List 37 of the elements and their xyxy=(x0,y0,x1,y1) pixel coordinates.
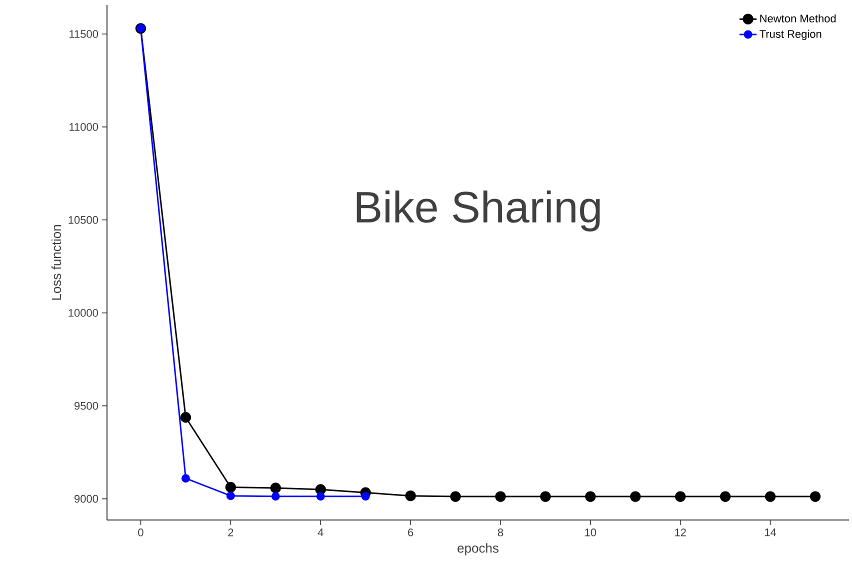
point xyxy=(720,491,731,502)
x-tick-label: 8 xyxy=(498,528,504,536)
point xyxy=(316,492,325,501)
point xyxy=(271,492,280,501)
point xyxy=(585,491,596,502)
point xyxy=(450,491,461,502)
point xyxy=(270,482,281,494)
x-axis-title: epochs xyxy=(458,543,498,556)
annotation: Bike Sharing xyxy=(356,190,600,232)
point xyxy=(810,491,821,502)
x-tick-label: 2 xyxy=(228,528,234,536)
x-tick-label: 12 xyxy=(675,528,686,536)
legend-label: Newton Method xyxy=(760,14,836,22)
x-tick-label: 10 xyxy=(585,528,596,536)
point xyxy=(226,492,235,500)
y-axis-title: Loss function xyxy=(51,225,62,300)
y-tick-label: 11000 xyxy=(70,123,98,131)
y-tick-label: 9000 xyxy=(74,494,98,503)
y-tick-label: 10000 xyxy=(68,308,98,317)
point xyxy=(405,490,416,502)
x-tick-label: 4 xyxy=(318,528,324,536)
point xyxy=(361,492,370,501)
point xyxy=(181,474,190,483)
point xyxy=(764,491,776,502)
point xyxy=(540,491,551,502)
point xyxy=(675,491,686,502)
point xyxy=(495,491,506,502)
y-tick-label: 9500 xyxy=(74,402,98,410)
point xyxy=(630,491,641,502)
y-tick-label: 11500 xyxy=(70,30,98,38)
x-tick-label: 0 xyxy=(138,528,144,536)
point xyxy=(180,412,192,423)
x-tick-label: 14 xyxy=(765,528,776,536)
x-tick-label: 6 xyxy=(408,528,414,536)
point xyxy=(225,482,236,493)
legend-label: Trust Region xyxy=(760,30,822,40)
y-tick-label: 10500 xyxy=(68,216,98,224)
